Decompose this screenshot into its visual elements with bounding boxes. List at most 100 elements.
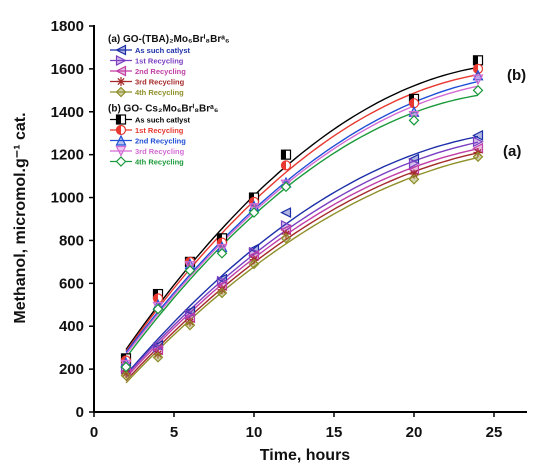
- legend-entry: 3rd Recycling: [110, 145, 185, 157]
- data-point-marker: [116, 77, 126, 86]
- legend-entry: 1st Recycling: [110, 124, 184, 136]
- data-point-marker-fill: [409, 98, 414, 108]
- legend-group-title: (a) GO-(TBA)₂Mo₆Brⁱ₈Brᵃ₆: [108, 33, 230, 45]
- y-tick-label: 1000: [51, 190, 84, 207]
- y-axis-title: Methanol, micromol.g⁻¹ cat.: [12, 112, 29, 323]
- data-point-marker: [115, 156, 127, 167]
- data-point-marker: [280, 207, 292, 219]
- y-tick-label: 0: [76, 404, 84, 421]
- data-point-marker: [184, 319, 196, 331]
- data-point-marker: [472, 151, 484, 163]
- data-point-marker-fill: [116, 115, 121, 124]
- legend-entry: 2nd Recycling: [110, 65, 186, 77]
- series-line: [125, 80, 479, 353]
- data-point-marker: [152, 351, 164, 363]
- data-point-marker-fill: [281, 160, 286, 170]
- series-markers: [120, 84, 484, 373]
- legend-entry: 4th Recycling: [110, 156, 184, 167]
- data-point-marker: [115, 65, 127, 77]
- data-point-marker: [115, 55, 127, 66]
- series-line: [125, 152, 479, 382]
- data-point-marker-fill: [153, 293, 158, 303]
- y-tick-label: 1400: [51, 104, 84, 121]
- data-point-marker: [185, 317, 195, 327]
- y-tick-label: 200: [59, 361, 84, 378]
- data-point-marker: [280, 181, 292, 193]
- series-line: [125, 66, 479, 350]
- data-point-marker-fill: [116, 125, 121, 135]
- data-point-marker: [152, 303, 164, 315]
- data-point-marker: [115, 44, 127, 56]
- legend-entry: 2nd Recycling: [110, 134, 186, 146]
- legend-label: 2nd Recycling: [135, 67, 186, 76]
- x-tick-label: 20: [406, 424, 423, 441]
- x-tick-label: 15: [326, 424, 343, 441]
- legend-label: As such catlyst: [135, 116, 191, 125]
- legend-entry: 1st Recycling: [110, 55, 184, 66]
- legend-label: 3rd Recycling: [135, 147, 185, 156]
- x-ticks: 0 5 10 15 20 25: [90, 412, 503, 441]
- legend-entry: 3rd Recycling: [110, 77, 185, 87]
- data-point-marker: [472, 74, 484, 86]
- x-axis-title: Time, hours: [260, 447, 350, 464]
- series-markers: [120, 55, 484, 364]
- legend-label: 1st Recycling: [135, 126, 184, 135]
- data-point-marker: [248, 258, 260, 270]
- x-tick-label: 5: [170, 424, 178, 441]
- data-point-marker: [153, 349, 163, 359]
- data-point-marker: [216, 247, 228, 259]
- legend-entry: 4th Recycling: [110, 86, 184, 98]
- legend-label: 4th Recycling: [135, 88, 184, 97]
- data-point-marker-fill: [473, 64, 478, 74]
- data-point-marker: [120, 361, 132, 373]
- data-point-marker: [115, 145, 127, 157]
- data-point-marker-fill: [473, 55, 478, 65]
- legend-entry: As such catlyst: [110, 114, 191, 125]
- series-line: [125, 94, 479, 359]
- data-point-marker-fill: [281, 150, 286, 160]
- series-line: [125, 156, 479, 384]
- legend-entry: As such catlyst: [110, 44, 191, 56]
- y-tick-label: 1800: [51, 18, 84, 35]
- series-line: [125, 85, 479, 355]
- data-point-marker: [472, 84, 484, 96]
- data-point-marker: [217, 285, 227, 295]
- series-markers: [121, 148, 483, 378]
- x-tick-label: 25: [486, 424, 503, 441]
- data-markers: [120, 55, 484, 381]
- x-tick-label: 10: [246, 424, 263, 441]
- data-point-marker: [115, 134, 127, 146]
- data-point-marker: [184, 265, 196, 276]
- data-point-marker: [409, 169, 419, 179]
- y-tick-label: 400: [59, 318, 84, 335]
- data-point-marker: [408, 173, 420, 185]
- data-point-marker: [472, 136, 484, 148]
- legend-label: 4th Recycling: [135, 158, 184, 167]
- data-point-marker: [121, 368, 131, 378]
- data-point-marker: [120, 370, 132, 381]
- set-label-b: (b): [507, 67, 526, 84]
- data-point-marker: [115, 86, 127, 98]
- y-tick-label: 1200: [51, 147, 84, 164]
- set-label-a: (a): [503, 143, 521, 160]
- series-line: [125, 141, 479, 377]
- legend-label: As such catlyst: [135, 46, 191, 55]
- axes: [93, 25, 527, 413]
- series-markers: [120, 151, 484, 381]
- series-markers: [120, 136, 484, 375]
- series-markers: [120, 142, 484, 377]
- series-line: [125, 148, 479, 379]
- data-point-marker: [248, 207, 260, 218]
- legend-group-title: (b) GO- Cs₂Mo₆Brⁱ₈Brᵃ₆: [108, 103, 218, 115]
- legend-label: 1st Recycling: [135, 57, 184, 66]
- y-tick-label: 1600: [51, 61, 84, 78]
- legend-label: 3rd Recycling: [135, 78, 185, 87]
- legend-label: 2nd Recycling: [135, 137, 186, 146]
- data-point-marker: [280, 232, 292, 244]
- y-ticks: 0 200 400 600 800 1000 1200 1400 1600 1800: [51, 18, 94, 421]
- series-line: [125, 74, 479, 352]
- data-point-marker: [408, 157, 420, 169]
- data-point-marker: [472, 129, 484, 141]
